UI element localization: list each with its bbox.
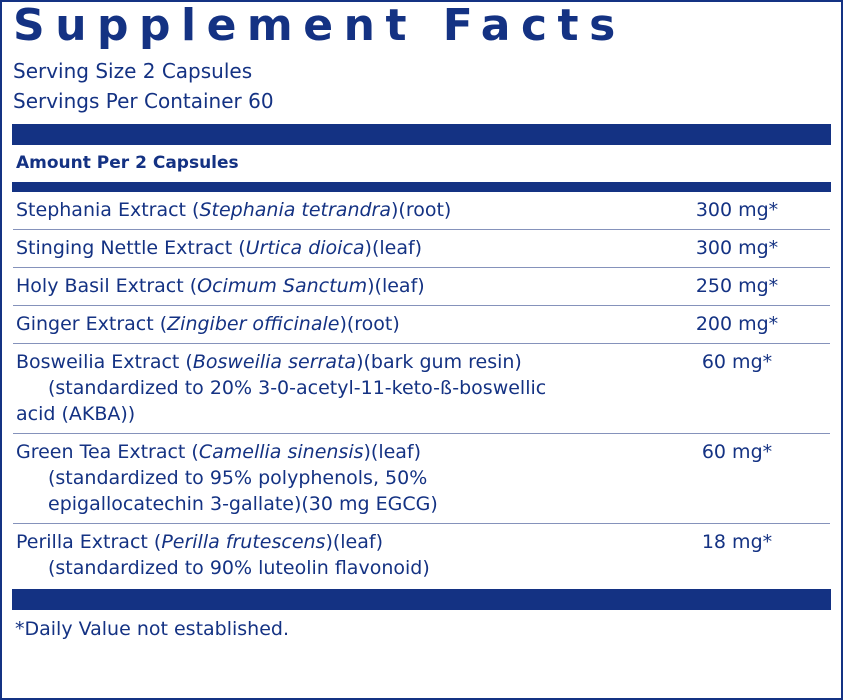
ingredient-latin-name: Urtica dioica (245, 237, 365, 259)
ingredient-latin-name: Ocimum Sanctum (197, 275, 368, 297)
ingredient-list: Stephania Extract (Stephania tetrandra)(… (13, 192, 830, 587)
ingredient-standardization: (standardized to 90% luteolin flavonoid) (48, 557, 430, 579)
ingredient-latin-name: Zingiber officinale (167, 313, 340, 335)
ingredient-row: Holy Basil Extract (Ocimum Sanctum)(leaf… (13, 268, 830, 306)
ingredient-latin-name: Perilla frutescens (161, 531, 326, 553)
ingredient-row: Stephania Extract (Stephania tetrandra)(… (13, 192, 830, 230)
ingredient-amount: 18 mg* (701, 531, 773, 553)
ingredient-latin-name: Bosweilia serrata (192, 351, 357, 373)
amount-header: Amount Per 2 Capsules (16, 153, 239, 173)
ingredient-part: )(bark gum resin) (356, 351, 522, 373)
ingredient-common-name: Ginger Extract ( (16, 313, 168, 335)
serving-size: Serving Size 2 Capsules (13, 59, 253, 83)
ingredient-name: Ginger Extract (Zingiber officinale)(roo… (16, 311, 662, 337)
ingredient-latin-name: Stephania tetrandra (199, 199, 392, 221)
ingredient-part: )(leaf) (364, 237, 423, 259)
ingredient-amount: 300 mg* (695, 199, 779, 221)
medium-divider (12, 182, 831, 192)
panel-title: Supplement Facts (13, 0, 626, 51)
ingredient-standardization-cont: acid (AKBA)) (16, 403, 136, 425)
ingredient-common-name: Stinging Nettle Extract ( (16, 237, 246, 259)
ingredient-common-name: Stephania Extract ( (16, 199, 200, 221)
ingredient-amount: 300 mg* (695, 237, 779, 259)
ingredient-row: Stinging Nettle Extract (Urtica dioica)(… (13, 230, 830, 268)
ingredient-part: )(root) (391, 199, 452, 221)
thick-divider-bottom (12, 589, 831, 610)
ingredient-amount: 60 mg* (701, 441, 773, 463)
ingredient-standardization: (standardized to 20% 3-0-acetyl-11-keto-… (48, 377, 547, 399)
ingredient-name: Stinging Nettle Extract (Urtica dioica)(… (16, 235, 662, 261)
ingredient-row: Green Tea Extract (Camellia sinensis)(le… (13, 434, 830, 524)
ingredient-amount: 60 mg* (701, 351, 773, 373)
ingredient-row: Perilla Extract (Perilla frutescens)(lea… (13, 524, 830, 587)
ingredient-standardization: (standardized to 95% polyphenols, 50% (48, 467, 428, 489)
ingredient-latin-name: Camellia sinensis (198, 441, 364, 463)
ingredient-common-name: Perilla Extract ( (16, 531, 162, 553)
ingredient-part: )(root) (339, 313, 400, 335)
ingredient-name: Bosweilia Extract (Bosweilia serrata)(ba… (16, 349, 662, 427)
ingredient-part: )(leaf) (367, 275, 425, 297)
ingredient-standardization-cont: epigallocatechin 3-gallate)(30 mg EGCG) (48, 493, 438, 515)
ingredient-row: Ginger Extract (Zingiber officinale)(roo… (13, 306, 830, 344)
ingredient-amount: 250 mg* (695, 275, 779, 297)
ingredient-part: )(leaf) (325, 531, 383, 553)
ingredient-amount: 200 mg* (695, 313, 779, 335)
ingredient-common-name: Holy Basil Extract ( (16, 275, 198, 297)
servings-per-container: Servings Per Container 60 (13, 89, 274, 113)
ingredient-name: Perilla Extract (Perilla frutescens)(lea… (16, 529, 662, 581)
ingredient-name: Stephania Extract (Stephania tetrandra)(… (16, 197, 662, 223)
ingredient-name: Green Tea Extract (Camellia sinensis)(le… (16, 439, 662, 517)
footnote: *Daily Value not established. (15, 618, 290, 640)
ingredient-common-name: Bosweilia Extract ( (16, 351, 193, 373)
ingredient-common-name: Green Tea Extract ( (16, 441, 199, 463)
thick-divider (12, 124, 831, 145)
ingredient-part: )(leaf) (363, 441, 422, 463)
ingredient-name: Holy Basil Extract (Ocimum Sanctum)(leaf… (16, 273, 662, 299)
ingredient-row: Bosweilia Extract (Bosweilia serrata)(ba… (13, 344, 830, 434)
